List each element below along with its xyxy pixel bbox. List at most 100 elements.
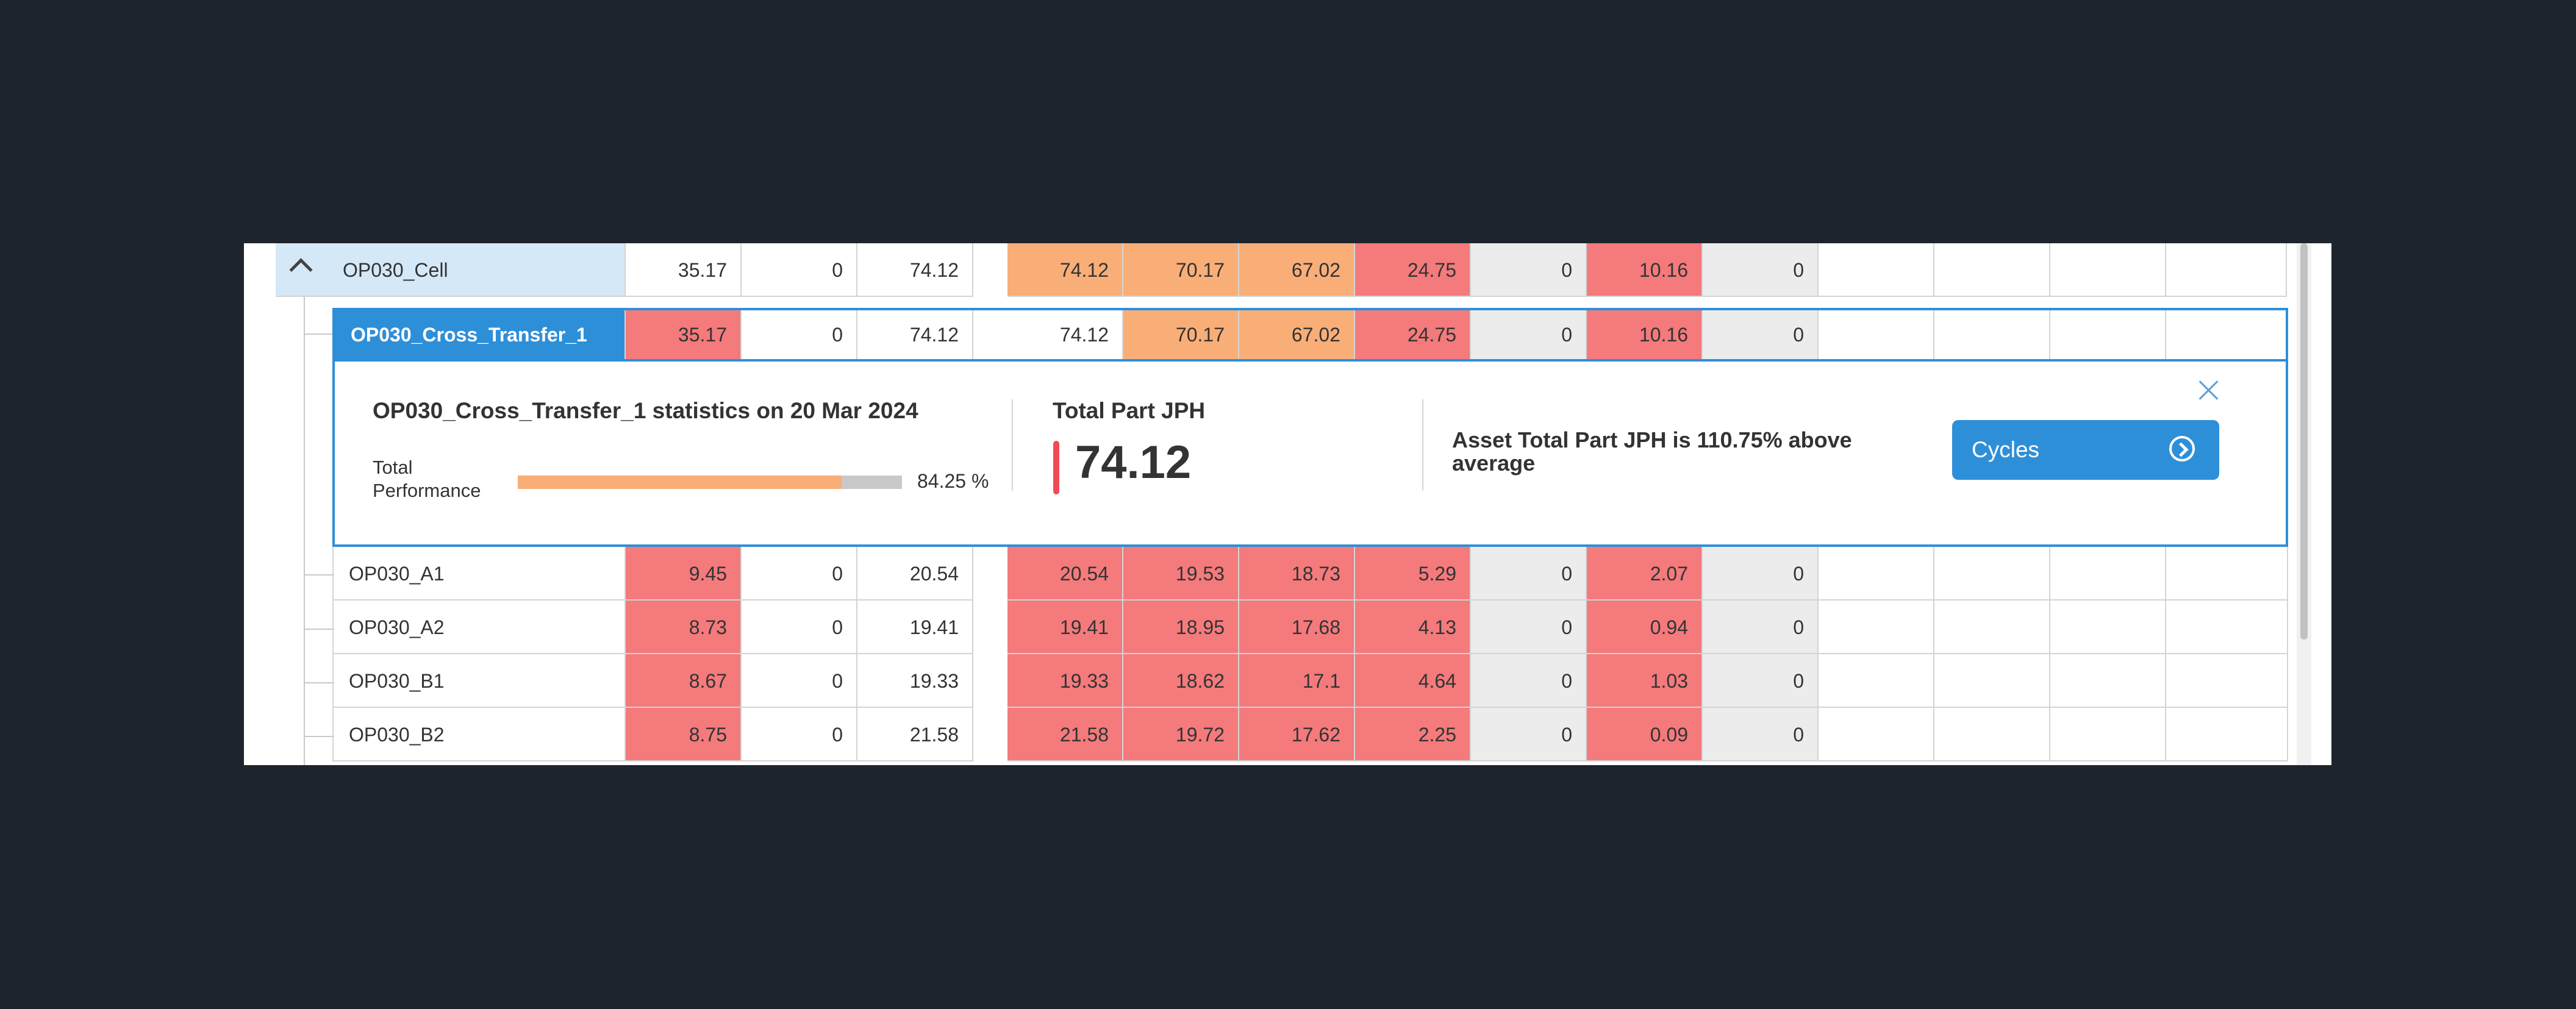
value-cell — [1934, 601, 2050, 654]
table-row[interactable]: OP030_B1 8.67 0 19.33 19.33 18.62 17.1 4… — [244, 654, 2299, 708]
tree-line — [304, 736, 334, 737]
divider — [1422, 399, 1423, 491]
tree-line — [304, 297, 305, 765]
table-row[interactable]: OP030_A2 8.73 0 19.41 19.41 18.95 17.68 … — [244, 601, 2299, 654]
value-cell — [2166, 547, 2288, 601]
value-cell: 0 — [1703, 654, 1819, 708]
value-cell: 4.13 — [1355, 601, 1471, 654]
close-icon[interactable] — [2196, 377, 2220, 402]
row-name: OP030_Cell — [343, 259, 448, 281]
value-cell: 0 — [742, 547, 857, 601]
value-cell: 19.33 — [857, 654, 973, 708]
value-cell: 0 — [1471, 547, 1587, 601]
value-cell — [1934, 654, 2050, 708]
value-cell — [1934, 547, 2050, 601]
cycles-button[interactable]: Cycles — [1952, 420, 2219, 480]
row-name-cell[interactable]: OP030_Cell — [276, 243, 626, 297]
row-name-cell[interactable]: OP030_B2 — [332, 708, 626, 761]
value-cell: 0 — [742, 708, 857, 761]
tree-line — [304, 574, 334, 576]
value-cell — [2050, 601, 2166, 654]
value-cell: 35.17 — [626, 308, 742, 362]
value-cell — [1819, 308, 1934, 362]
jph-value: 74.12 — [1075, 437, 1192, 488]
table-row[interactable]: OP030_B2 8.75 0 21.58 21.58 19.72 17.62 … — [244, 708, 2299, 761]
value-cell: 35.17 — [626, 243, 742, 297]
value-cell: 67.02 — [1239, 308, 1355, 362]
value-cell: 74.12 — [857, 243, 973, 297]
value-cell: 17.1 — [1239, 654, 1355, 708]
value-cell: 18.62 — [1123, 654, 1239, 708]
value-cell: 0 — [742, 601, 857, 654]
row-name: OP030_Cross_Transfer_1 — [351, 324, 587, 346]
asset-performance-table: OP030_Cell 35.17 0 74.12 74.12 70.17 67.… — [244, 243, 2331, 765]
tree-line — [304, 682, 334, 683]
value-cell: 0 — [1703, 708, 1819, 761]
value-cell — [2050, 708, 2166, 761]
popup-title: OP030_Cross_Transfer_1 statistics on 20 … — [373, 398, 918, 423]
value-cell: 8.75 — [626, 708, 742, 761]
value-cell: 10.16 — [1587, 243, 1703, 297]
table-row-selected[interactable]: OP030_Cross_Transfer_1 35.17 0 74.12 74.… — [244, 308, 2299, 362]
value-cell: 9.45 — [626, 547, 742, 601]
jph-accent-bar — [1053, 441, 1059, 494]
value-cell: 1.03 — [1587, 654, 1703, 708]
value-cell: 8.73 — [626, 601, 742, 654]
row-name-cell[interactable]: OP030_B1 — [332, 654, 626, 708]
value-cell: 2.25 — [1355, 708, 1471, 761]
performance-label: Total Performance — [373, 457, 481, 501]
row-name-cell[interactable]: OP030_Cross_Transfer_1 — [332, 308, 626, 362]
table-row[interactable]: OP030_Cell 35.17 0 74.12 74.12 70.17 67.… — [244, 243, 2299, 297]
value-cell — [2166, 654, 2288, 708]
row-name-cell[interactable]: OP030_A2 — [332, 601, 626, 654]
value-cell — [2050, 308, 2166, 362]
value-cell — [2050, 654, 2166, 708]
value-cell: 74.12 — [1007, 243, 1123, 297]
value-cell: 4.64 — [1355, 654, 1471, 708]
table-row[interactable]: OP030_A1 9.45 0 20.54 20.54 19.53 18.73 … — [244, 547, 2299, 601]
value-cell: 8.67 — [626, 654, 742, 708]
value-cell: 0 — [1471, 708, 1587, 761]
value-cell: 0 — [1471, 308, 1587, 362]
value-cell — [1819, 708, 1934, 761]
value-cell: 0 — [1471, 601, 1587, 654]
performance-value: 84.25 % — [917, 470, 989, 492]
value-cell — [2166, 601, 2288, 654]
value-cell: 17.62 — [1239, 708, 1355, 761]
value-cell: 20.54 — [1007, 547, 1123, 601]
value-cell: 0 — [1703, 243, 1819, 297]
asset-comparison-text: Asset Total Part JPH is 110.75% above av… — [1452, 427, 1852, 476]
tree-line — [304, 333, 334, 335]
value-cell — [1934, 243, 2050, 297]
value-cell: 5.29 — [1355, 547, 1471, 601]
value-cell: 19.33 — [1007, 654, 1123, 708]
value-cell: 19.72 — [1123, 708, 1239, 761]
value-cell: 18.95 — [1123, 601, 1239, 654]
value-cell — [2166, 308, 2288, 362]
value-cell — [1819, 601, 1934, 654]
row-name: OP030_A1 — [349, 563, 445, 585]
value-cell: 67.02 — [1239, 243, 1355, 297]
performance-bar-fill — [518, 476, 842, 489]
value-cell: 0.09 — [1587, 708, 1703, 761]
scrollbar-thumb[interactable] — [2300, 243, 2308, 640]
value-cell: 70.17 — [1123, 243, 1239, 297]
value-cell: 17.68 — [1239, 601, 1355, 654]
value-cell: 2.07 — [1587, 547, 1703, 601]
value-cell — [2166, 708, 2288, 761]
cycles-button-label: Cycles — [1972, 437, 2040, 462]
value-cell: 19.41 — [857, 601, 973, 654]
performance-bar — [518, 476, 902, 489]
row-name-cell[interactable]: OP030_A1 — [332, 547, 626, 601]
chevron-up-icon[interactable] — [289, 258, 313, 282]
value-cell — [1819, 654, 1934, 708]
value-cell: 74.12 — [1007, 308, 1123, 362]
value-cell: 0 — [1471, 654, 1587, 708]
value-cell: 0 — [1471, 243, 1587, 297]
value-cell: 0 — [742, 243, 857, 297]
value-cell: 20.54 — [857, 547, 973, 601]
value-cell: 0 — [1703, 547, 1819, 601]
row-name: OP030_A2 — [349, 616, 445, 638]
value-cell: 24.75 — [1355, 308, 1471, 362]
value-cell — [1819, 243, 1934, 297]
